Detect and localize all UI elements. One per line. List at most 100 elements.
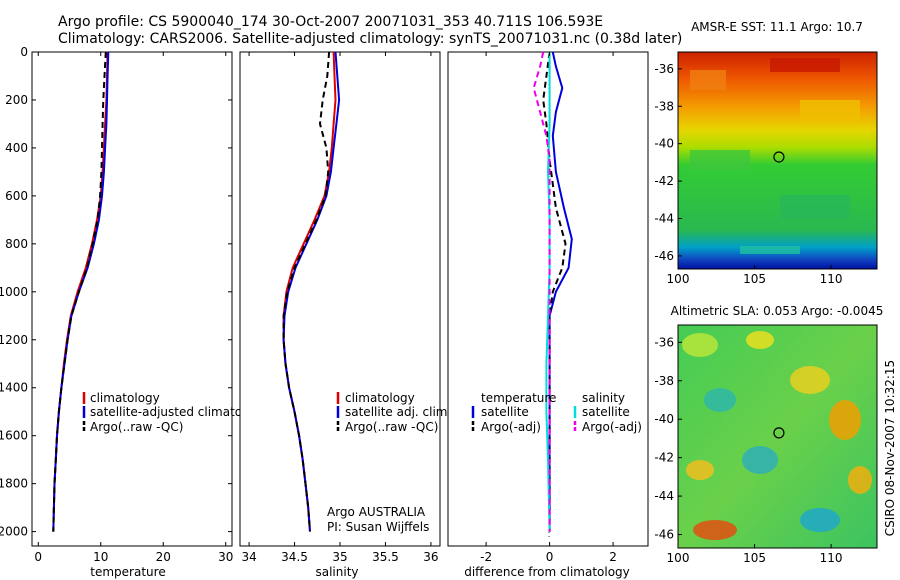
salinity-panel: 34 34.5 35 35.5 36 salinity climatology sate… [239,51,451,579]
map-y-tick-label: -44 [654,489,674,503]
sst-map-ticks: 100 105 110 -36 -38 -40 -42 -44 -46 [654,62,842,286]
float-pi-label: PI: Susan Wijffels [327,520,429,534]
depth-tick-label: 1200 [0,333,28,347]
map-y-tick-label: -36 [654,62,674,76]
sla-patch [742,446,778,474]
temperature-series-group [52,51,110,532]
sst-heatmap-patches [690,58,860,254]
temperature-legend: climatology satellite-adjusted climatolo… [82,391,268,434]
x-tick-label: 2 [609,550,617,564]
difference-xlabel: difference from climatology [464,565,630,579]
legend-temperature-title: temperature [481,391,556,405]
x-tick-label: 35 [332,550,347,564]
argo-position-marker [773,151,785,163]
map-y-tick-label: -38 [654,374,674,388]
depth-tick-label: 1400 [0,381,28,395]
temperature-x-ticks: 0 10 20 30 [34,52,233,564]
map-y-tick-label: -38 [654,99,674,113]
x-tick-label: 35.5 [372,550,399,564]
depth-tick-label: 1800 [0,477,28,491]
legend-satellite-adj-label: satellite adj. clim. [345,405,451,419]
difference-legend: temperature satellite Argo(-adj) salinit… [471,391,642,434]
sla-patch [800,508,840,532]
float-program-label: Argo AUSTRALIA [327,505,426,519]
x-tick-label: 0 [34,550,42,564]
x-tick-label: 36 [423,550,438,564]
sla-heatmap-patches [682,331,872,540]
series-line-argo-raw-qc- [52,51,107,532]
temperature-xlabel: temperature [90,565,165,579]
depth-tick-label: 0 [20,45,28,59]
map-x-tick-label: 110 [820,551,843,565]
depth-tick-label: 2000 [0,525,28,539]
salinity-xlabel: salinity [315,565,358,579]
header-line-2: Climatology: CARS2006. Satellite-adjuste… [58,31,682,47]
sla-patch [693,520,737,540]
x-tick-label: 0 [546,550,554,564]
map-x-tick-label: 105 [743,551,766,565]
depth-tick-label: 1600 [0,429,28,443]
map-y-tick-label: -44 [654,211,674,225]
sst-patch [770,58,840,72]
sla-patch [848,466,872,494]
sla-patch [686,460,714,480]
depth-tick-label: 600 [5,189,28,203]
map-y-tick-label: -46 [654,249,674,263]
sst-patch [690,150,750,170]
difference-panel: -2 0 2 difference from climatology tempera… [447,51,649,579]
x-tick-label: 34 [241,550,256,564]
map-y-tick-label: -42 [654,174,674,188]
map-y-tick-label: -40 [654,412,674,426]
legend-temp-satellite-label: satellite [481,405,529,419]
series-line-salinity-argo-adj- [532,51,551,532]
x-tick-label: 20 [156,550,171,564]
x-tick-label: -2 [480,550,492,564]
map-y-tick-label: -36 [654,335,674,349]
temperature-plot-frame [31,51,233,547]
difference-series-group [532,51,573,532]
map-x-tick-label: 100 [667,272,690,286]
salinity-legend: climatology satellite adj. clim. Argo(..… [336,391,451,434]
legend-argo-label: Argo(..raw -QC) [90,420,183,434]
legend-temp-argo-label: Argo(-adj) [481,420,541,434]
sla-map-frame [677,324,878,549]
series-line-argo-raw-qc- [282,51,331,532]
sst-map-panel: AMSR-E SST: 11.1 Argo: 10.7 [654,20,878,286]
sla-patch [829,400,861,440]
map-x-tick-label: 105 [743,272,766,286]
legend-sal-argo-label: Argo(-adj) [582,420,642,434]
legend-salinity-title: salinity [582,391,625,405]
sst-patch [800,100,860,122]
sst-map-frame [677,51,878,270]
legend-climatology-label: climatology [345,391,415,405]
sst-patch [740,246,800,254]
x-tick-label: 30 [218,550,233,564]
sla-patch [682,333,718,357]
legend-satellite-adjusted-label: satellite-adjusted climatology [90,405,268,419]
map-y-tick-label: -42 [654,451,674,465]
sla-map-ticks: 100 105 110 -36 -38 -40 -42 -44 -46 [654,335,842,565]
sst-patch [780,195,850,219]
map-x-tick-label: 100 [667,551,690,565]
sst-patch [690,70,726,90]
depth-tick-label: 200 [5,93,28,107]
map-x-tick-label: 110 [820,272,843,286]
map-y-tick-label: -46 [654,528,674,542]
map-y-tick-label: -40 [654,137,674,151]
sla-map-panel: Altimetric SLA: 0.053 Argo: -0.0045 100 1… [654,304,883,565]
salinity-series-group [282,51,341,532]
x-tick-label: 10 [93,550,108,564]
difference-x-ticks: -2 0 2 [480,52,617,564]
depth-tick-label: 400 [5,141,28,155]
temperature-panel: 0 10 20 30 02004006008001000120014001600180… [0,45,648,579]
sla-map-title: Altimetric SLA: 0.053 Argo: -0.0045 [671,304,884,318]
legend-argo-label: Argo(..raw -QC) [345,420,438,434]
sla-patch [746,331,774,349]
sla-patch [790,366,830,394]
csiro-timestamp: CSIRO 08-Nov-2007 10:32:15 [883,360,897,536]
legend-sal-satellite-label: satellite [582,405,630,419]
sla-patch [704,388,736,412]
salinity-x-ticks: 34 34.5 35 35.5 36 [241,52,439,564]
x-tick-label: 34.5 [281,550,308,564]
